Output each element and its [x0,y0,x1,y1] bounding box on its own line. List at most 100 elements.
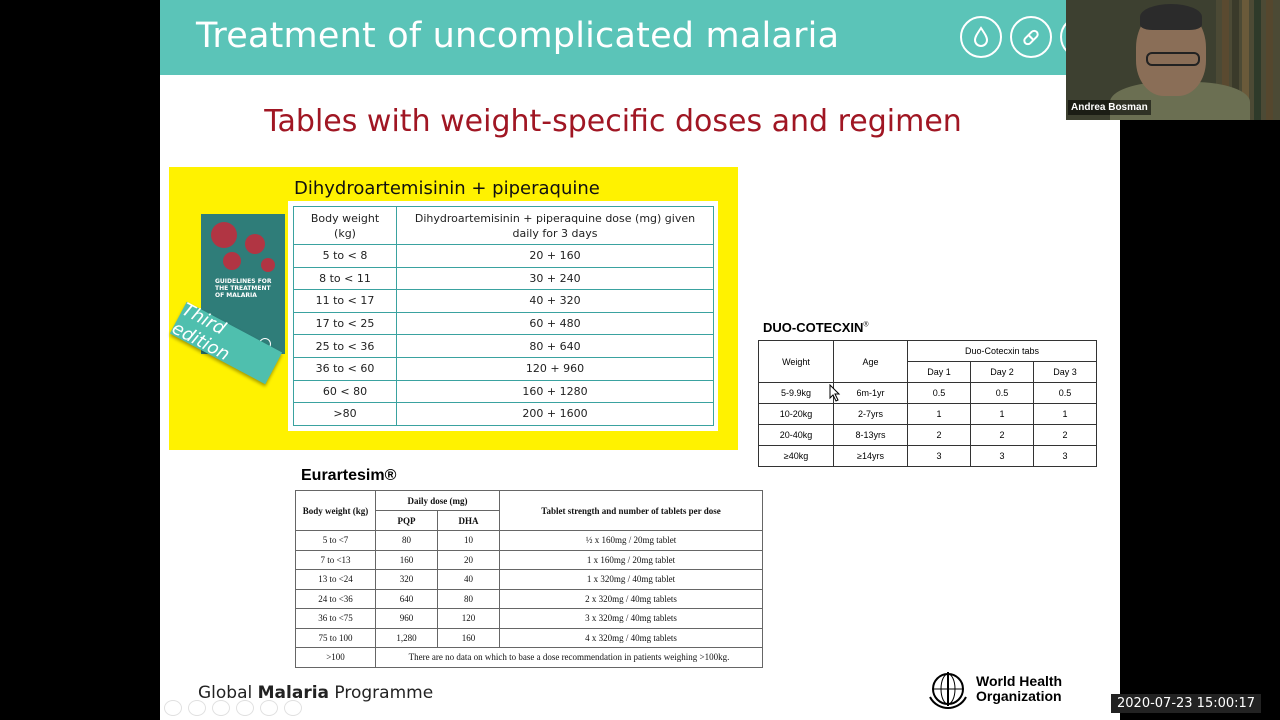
pill-icon [1010,16,1052,58]
table-cell: 11 to < 17 [293,289,397,313]
table-row: 13 to <24 320 40 1 x 320mg / 40mg tablet [295,569,763,590]
prev-slide-icon[interactable] [164,700,182,716]
table-row: 17 to < 25 60 + 480 [293,311,714,336]
mouse-cursor-icon [829,384,841,402]
footer-prefix: Global [198,683,258,703]
table-cell: 17 to < 25 [293,311,397,336]
table-cell: >80 [293,402,397,426]
dha-dose-table: Body weight (kg) Dihydroartemisinin + pi… [293,206,714,426]
zoom-icon[interactable] [260,700,278,716]
table-cell: 960 [375,608,438,629]
eurartesim-table: Body weight (kg) Daily dose (mg) Tablet … [295,490,763,668]
table-cell: 2 [970,424,1034,446]
slides-icon[interactable] [236,700,254,716]
table-cell: 20 + 160 [396,244,714,268]
duo-header-age: Age [833,340,908,383]
table-cell: 7 to <13 [295,549,376,570]
table-cell: 1 [970,403,1034,425]
who-emblem-icon [929,672,967,709]
table-row: 11 to < 17 40 + 320 [293,289,714,313]
duo-header-tabs: Duo-Cotecxin tabs [907,340,1097,362]
duo-heading-text: DUO-COTECXIN [763,320,864,335]
table-row: 36 to < 60 120 + 960 [293,356,714,381]
duo-table-heading: DUO-COTECXIN® [763,320,869,335]
duo-header-day1: Day 1 [907,361,971,383]
programme-footer: Global Malaria Programme [198,683,433,703]
table-cell: 3 [1033,445,1097,467]
table-row: 60 < 80 160 + 1280 [293,379,714,404]
table-cell: 24 to <36 [295,588,376,609]
dha-table-heading: Dihydroartemisinin + piperaquine [294,178,600,199]
more-icon[interactable] [284,700,302,716]
table-cell: 5 to < 8 [293,244,397,268]
table-cell: 40 [437,569,500,590]
slide-subtitle: Tables with weight-specific doses and re… [264,104,962,139]
pen-icon[interactable] [212,700,230,716]
table-row: >100 There are no data on which to base a… [295,647,763,668]
table-cell: 8 to < 11 [293,266,397,291]
table-cell: 1 [1033,403,1097,425]
table-cell: ½ x 160mg / 20mg tablet [499,530,763,551]
table-row: 24 to <36 640 80 2 x 320mg / 40mg tablets [295,588,763,609]
table-cell: 6m-1yr [833,382,908,404]
table-cell: 75 to 100 [295,627,376,648]
recording-timestamp: 2020-07-23 15:00:17 [1111,694,1262,713]
eur-header-tablet: Tablet strength and number of tablets pe… [499,490,763,531]
table-cell: 2 x 320mg / 40mg tablets [499,588,763,609]
table-cell: 2-7yrs [833,403,908,425]
presentation-slide: Treatment of uncomplicated malaria Table… [160,0,1120,720]
next-slide-icon[interactable] [188,700,206,716]
table-cell: 1 [907,403,971,425]
table-cell: 4 x 320mg / 40mg tablets [499,627,763,648]
table-cell: 30 + 240 [396,266,714,291]
table-row: 20-40kg 8-13yrs 2 2 2 [758,424,1097,446]
table-cell: 160 [375,549,438,570]
slide-controls [164,700,302,716]
who-name: World Health Organization [976,674,1062,704]
table-row: 5 to < 8 20 + 160 [293,244,714,268]
table-cell: 3 [970,445,1034,467]
table-cell: 640 [375,588,438,609]
book-title: GUIDELINES FOR THE TREATMENT OF MALARIA [215,278,272,299]
table-cell: 40 + 320 [396,289,714,313]
table-cell: 8-13yrs [833,424,908,446]
table-cell: 320 [375,569,438,590]
table-cell: 36 to < 60 [293,356,397,381]
table-row: 8 to < 11 30 + 240 [293,266,714,291]
participant-name-label: Andrea Bosman [1068,100,1151,115]
eur-header-weight: Body weight (kg) [295,490,376,531]
table-cell: 160 + 1280 [396,379,714,404]
table-cell: 10-20kg [758,403,834,425]
eur-header-dha: DHA [437,510,500,531]
duo-header-day3: Day 3 [1033,361,1097,383]
table-cell: 0.5 [970,382,1034,404]
table-cell: 13 to <24 [295,569,376,590]
participant-glasses [1146,52,1200,66]
table-cell: 120 + 960 [396,356,714,381]
table-cell: 80 [375,530,438,551]
drop-icon [960,16,1002,58]
table-cell: 2 [1033,424,1097,446]
table-cell: 10 [437,530,500,551]
table-row: 5 to <7 80 10 ½ x 160mg / 20mg tablet [295,530,763,551]
table-cell: 1 x 320mg / 40mg tablet [499,569,763,590]
participant-hair [1140,4,1202,30]
table-cell: 5 to <7 [295,530,376,551]
duo-header-weight: Weight [758,340,834,383]
duo-header-day2: Day 2 [970,361,1034,383]
participant-video-tile[interactable]: Andrea Bosman [1066,0,1280,120]
table-row: 75 to 100 1,280 160 4 x 320mg / 40mg tablet… [295,627,763,648]
table-cell: 0.5 [907,382,971,404]
table-cell: 0.5 [1033,382,1097,404]
table-cell: 60 < 80 [293,379,397,404]
table-cell: 3 x 320mg / 40mg tablets [499,608,763,629]
footer-suffix: Programme [329,683,434,703]
table-cell: 36 to <75 [295,608,376,629]
table-cell: 80 [437,588,500,609]
who-name-line2: Organization [976,688,1062,704]
table-cell: 20 [437,549,500,570]
table-cell: ≥40kg [758,445,834,467]
table-row: ≥40kg ≥14yrs 3 3 3 [758,445,1097,467]
table-cell: 120 [437,608,500,629]
